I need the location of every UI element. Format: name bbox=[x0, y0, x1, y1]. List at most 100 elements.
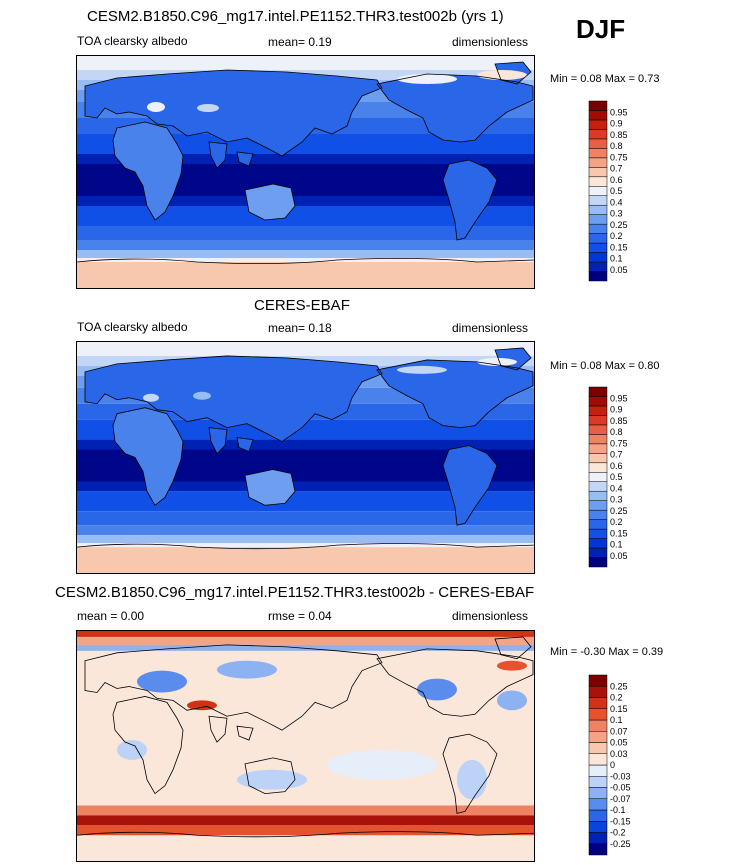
land-shading bbox=[77, 347, 534, 573]
coastline bbox=[236, 437, 254, 453]
panel-3-minmax: Min = -0.30 Max = 0.39 bbox=[550, 646, 664, 658]
coastline bbox=[208, 141, 228, 169]
colorbar-tick-label: -0.1 bbox=[610, 805, 626, 815]
colorbar-tick-label: 0.07 bbox=[610, 726, 628, 736]
colorbar-tick-label: 0.25 bbox=[610, 220, 628, 230]
difference-patch bbox=[117, 740, 147, 760]
land-region bbox=[113, 407, 183, 506]
map-shading-patch bbox=[143, 393, 159, 402]
colorbar-tick-label: 0.5 bbox=[610, 186, 623, 196]
colorbar-tick-label: 0.2 bbox=[610, 693, 623, 703]
coastline bbox=[442, 445, 498, 526]
coastlines bbox=[77, 347, 534, 550]
land-region bbox=[85, 70, 382, 156]
colorbar-tick-label: 0.75 bbox=[610, 438, 628, 448]
colorbar-swatch bbox=[588, 271, 608, 282]
colorbar-tick-label: 0.4 bbox=[610, 197, 623, 207]
map-shading-band bbox=[77, 226, 534, 240]
coastline bbox=[244, 183, 296, 221]
map-shading-patch bbox=[477, 70, 527, 80]
land-region bbox=[443, 160, 497, 240]
map-shading-band bbox=[77, 644, 534, 651]
land-region bbox=[377, 359, 533, 428]
panel-1-map bbox=[76, 55, 535, 289]
panel-2-colorbar: 0.05 0.1 0.15 0.2 0.25 0.3 0.4 0.5 0.6 0.7 0.75 0.8… bbox=[588, 386, 649, 569]
map-shading-patch bbox=[147, 102, 165, 112]
coastline bbox=[494, 61, 532, 85]
colorbar-swatch bbox=[588, 214, 608, 225]
colorbar-tick-label: 0.15 bbox=[610, 528, 628, 538]
colorbar-tick-label: 0.2 bbox=[610, 231, 623, 241]
map-shading-band bbox=[77, 206, 534, 226]
coastline bbox=[84, 644, 383, 731]
panel-1-title: CESM2.B1850.C96_mg17.intel.PE1152.THR3.t… bbox=[87, 8, 504, 25]
colorbar-swatch bbox=[588, 415, 608, 426]
colorbar-tick-label: 0.5 bbox=[610, 472, 623, 482]
colorbar-swatch bbox=[588, 167, 608, 178]
difference-patch bbox=[327, 749, 437, 780]
colorbar-swatch bbox=[588, 186, 608, 196]
colorbar-swatch bbox=[588, 119, 608, 130]
colorbar-swatch bbox=[588, 557, 608, 568]
colorbar-swatch bbox=[588, 764, 608, 777]
difference-patch bbox=[497, 690, 527, 711]
colorbar-swatch bbox=[588, 434, 608, 445]
colorbar-swatch bbox=[588, 809, 608, 822]
coastline bbox=[84, 69, 383, 157]
colorbar-swatch bbox=[588, 674, 608, 687]
colorbar-swatch bbox=[588, 453, 608, 464]
colorbar-tick-label: 0.15 bbox=[610, 704, 628, 714]
panel-3-colorbar: -0.25 -0.2 -0.15 -0.1 -0.07 -0.05 -0.03 0 0.03 0.… bbox=[588, 674, 649, 857]
colorbar-swatch bbox=[588, 242, 608, 253]
coastline bbox=[77, 258, 534, 264]
colorbar-tick-label: 0.3 bbox=[610, 495, 623, 505]
coastline bbox=[112, 121, 184, 221]
land-region bbox=[209, 427, 227, 454]
colorbar-svg: 0.050.10.150.20.250.30.40.50.60.70.750.8… bbox=[588, 100, 628, 282]
difference-patch bbox=[137, 670, 187, 693]
colorbar-swatch bbox=[588, 776, 608, 788]
colorbar-swatch bbox=[588, 472, 608, 482]
coastlines bbox=[77, 61, 534, 264]
map-shading-band bbox=[77, 825, 534, 836]
panel-1-variable-label: TOA clearsky albedo bbox=[77, 34, 188, 48]
difference-patches bbox=[117, 660, 527, 800]
map-svg bbox=[77, 56, 534, 288]
colorbar-swatch bbox=[588, 742, 608, 754]
map-shading-band bbox=[77, 535, 534, 544]
colorbar-swatch bbox=[588, 129, 608, 140]
colorbar-swatch bbox=[588, 753, 608, 766]
coastline bbox=[376, 73, 534, 143]
colorbar-tick-label: 0.95 bbox=[610, 393, 628, 403]
coastline bbox=[442, 159, 498, 241]
colorbar-swatch bbox=[588, 157, 608, 168]
coastline bbox=[376, 648, 534, 717]
colorbar-tick-label: -0.03 bbox=[610, 771, 631, 781]
land-region bbox=[245, 184, 295, 220]
map-svg bbox=[77, 342, 534, 573]
colorbar-tick-label: 0.6 bbox=[610, 461, 623, 471]
colorbar-swatch bbox=[588, 252, 608, 263]
panel-3-rmse-label: rmse = 0.04 bbox=[268, 609, 332, 623]
map-shading-band bbox=[77, 134, 534, 154]
colorbar-swatch bbox=[588, 719, 608, 732]
colorbar-tick-label: 0.8 bbox=[610, 141, 623, 151]
colorbar-tick-label: 0.4 bbox=[610, 483, 623, 493]
colorbar-tick-label: 0.1 bbox=[610, 540, 623, 550]
land-region bbox=[85, 355, 382, 442]
colorbar-tick-label: -0.05 bbox=[610, 783, 631, 793]
map-shading-band bbox=[77, 250, 534, 258]
colorbar-swatch bbox=[588, 843, 608, 856]
colorbar-swatch bbox=[588, 261, 608, 272]
colorbar-tick-label: 0.75 bbox=[610, 152, 628, 162]
difference-patch bbox=[237, 769, 307, 790]
map-shading-band bbox=[77, 258, 534, 264]
map-shading-patch bbox=[397, 74, 457, 84]
map-shading-band bbox=[77, 56, 534, 70]
colorbar-swatch bbox=[588, 697, 608, 709]
colorbar-tick-label: 0.9 bbox=[610, 405, 623, 415]
colorbar-swatch bbox=[588, 424, 608, 435]
colorbar-tick-label: 0.05 bbox=[610, 265, 628, 275]
coastline bbox=[112, 407, 184, 506]
land-region bbox=[77, 262, 534, 288]
